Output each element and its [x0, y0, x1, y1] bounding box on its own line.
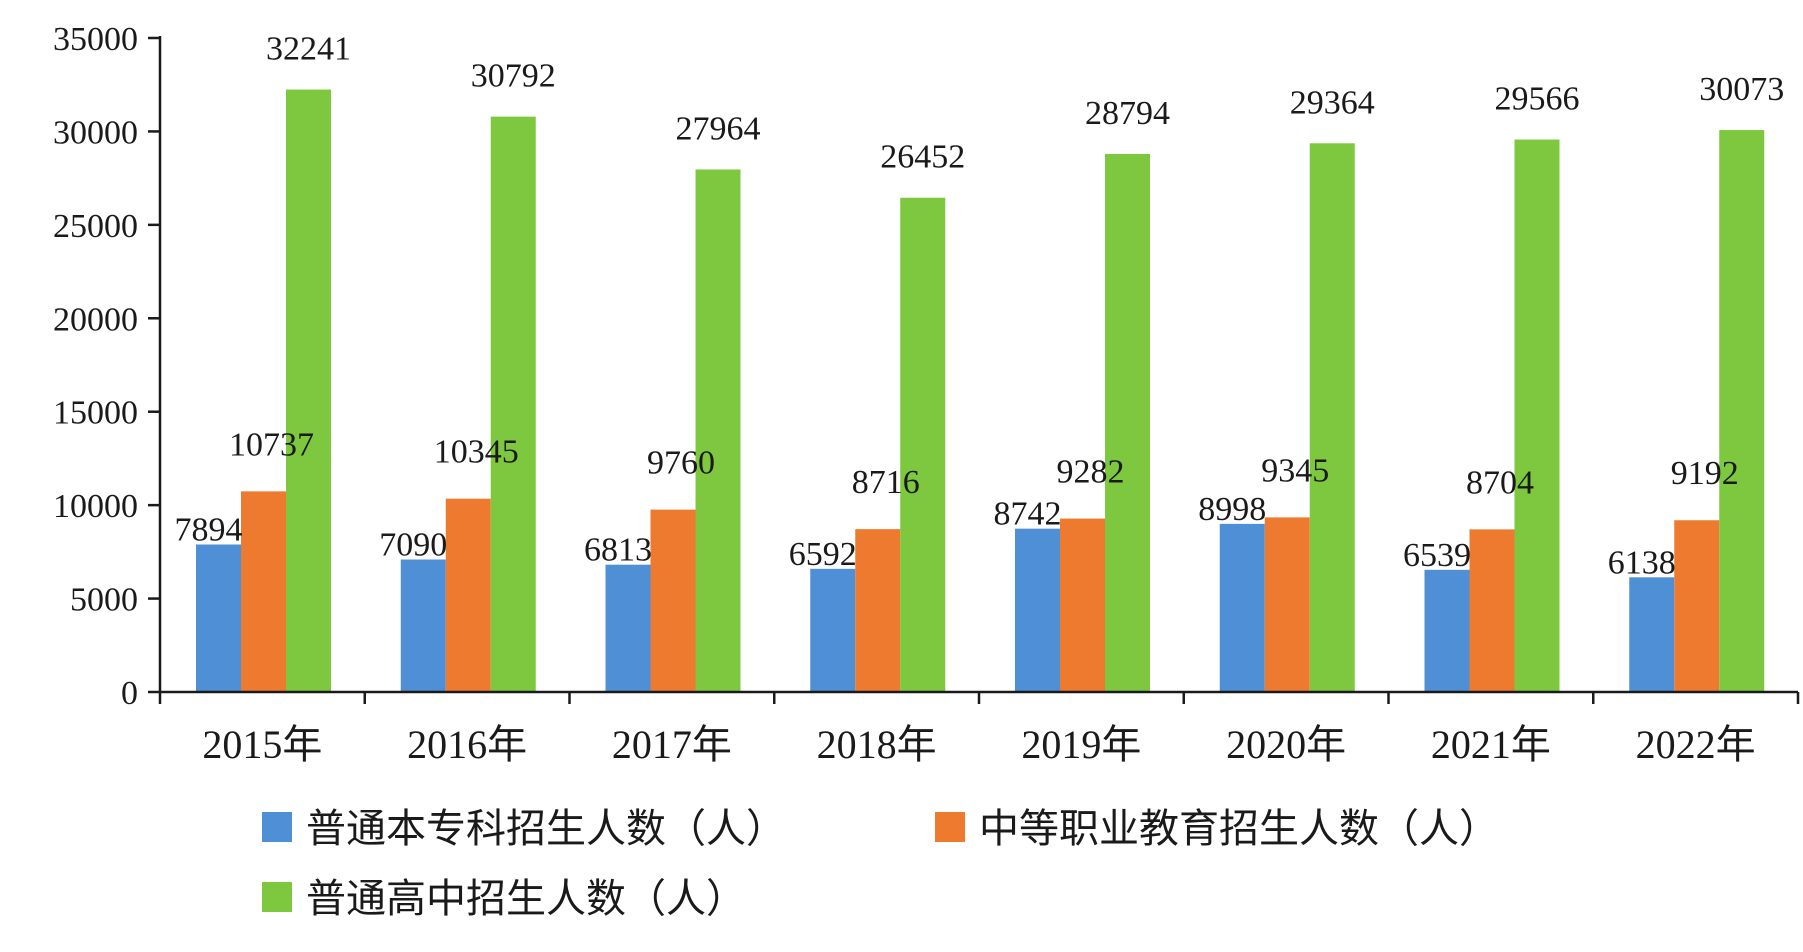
- y-tick-label: 25000: [53, 208, 138, 245]
- data-label-2-2019年: 9282: [1057, 454, 1125, 491]
- data-label-2-2016年: 10345: [434, 434, 519, 471]
- x-tick-label: 2022年: [1636, 722, 1756, 767]
- x-tick-label: 2021年: [1431, 722, 1551, 767]
- y-tick-label: 5000: [70, 582, 138, 619]
- x-tick-label: 2020年: [1226, 722, 1346, 767]
- data-label-3-2022年: 30073: [1699, 71, 1784, 108]
- bar-1-2018年: [810, 568, 856, 692]
- legend-label-3: 普通高中招生人数（人）: [306, 876, 746, 922]
- bar-2-2016年: [445, 498, 491, 692]
- bar-2-2021年: [1469, 529, 1515, 692]
- bar-3-2017年: [695, 169, 741, 693]
- bar-2-2022年: [1674, 520, 1720, 692]
- data-label-1-2022年: 6138: [1608, 544, 1676, 581]
- data-label-1-2017年: 6813: [584, 532, 652, 569]
- bar-1-2017年: [605, 564, 651, 692]
- legend-swatch-1: [262, 812, 292, 842]
- x-tick-label: 2017年: [612, 722, 732, 767]
- bar-1-2015年: [196, 544, 241, 692]
- bar-2-2015年: [241, 491, 286, 692]
- data-label-3-2019年: 28794: [1085, 95, 1170, 132]
- data-label-2-2018年: 8716: [852, 464, 920, 501]
- x-tick-label: 2015年: [202, 722, 322, 767]
- legend-swatch-3: [262, 882, 292, 912]
- data-label-3-2021年: 29566: [1495, 81, 1580, 118]
- data-label-3-2020年: 29364: [1290, 84, 1375, 121]
- bar-1-2022年: [1629, 577, 1675, 692]
- data-label-3-2018年: 26452: [880, 139, 965, 176]
- x-tick-label: 2018年: [817, 722, 937, 767]
- y-tick-label: 20000: [53, 301, 138, 338]
- bar-3-2015年: [286, 89, 331, 692]
- bar-1-2020年: [1219, 523, 1265, 692]
- legend: 普通本专科招生人数（人） 中等职业教育招生人数（人） 普通高中招生人数（人）: [262, 806, 1499, 922]
- legend-label-2: 中等职业教育招生人数（人）: [979, 806, 1499, 852]
- bar-2-2020年: [1264, 517, 1310, 692]
- bar-2-2017年: [650, 509, 696, 692]
- data-label-1-2019年: 8742: [994, 496, 1062, 533]
- legend-swatch-2: [935, 812, 965, 842]
- bar-3-2018年: [900, 197, 946, 693]
- bar-3-2016年: [490, 116, 536, 692]
- data-label-2-2021年: 8704: [1466, 464, 1534, 501]
- bar-2-2018年: [855, 529, 901, 692]
- data-label-1-2015年: 7894: [175, 511, 243, 548]
- data-label-1-2020年: 8998: [1198, 491, 1266, 528]
- data-label-1-2018年: 6592: [789, 536, 857, 573]
- bar-3-2021年: [1514, 139, 1560, 692]
- bar-3-2022年: [1719, 130, 1765, 692]
- data-label-2-2017年: 9760: [647, 445, 715, 482]
- bars-layer: [196, 89, 1765, 693]
- bar-1-2019年: [1015, 528, 1060, 692]
- data-label-1-2016年: 7090: [379, 527, 447, 564]
- legend-label-1: 普通本专科招生人数（人）: [306, 806, 786, 852]
- bar-1-2021年: [1424, 569, 1470, 692]
- x-tick-label: 2016年: [407, 722, 527, 767]
- data-label-2-2022年: 9192: [1671, 455, 1739, 492]
- data-label-3-2016年: 30792: [471, 58, 556, 95]
- y-tick-label: 30000: [53, 114, 138, 151]
- bar-2-2019年: [1060, 518, 1105, 692]
- bar-3-2020年: [1309, 143, 1355, 692]
- y-tick-label: 0: [121, 675, 138, 712]
- x-tick-label: 2019年: [1021, 722, 1141, 767]
- data-label-2-2015年: 10737: [229, 426, 314, 463]
- bar-1-2016年: [400, 559, 446, 692]
- bar-3-2019年: [1105, 153, 1150, 692]
- y-tick-label: 15000: [53, 395, 138, 432]
- data-label-2-2020年: 9345: [1261, 452, 1329, 489]
- value-labels-layer: 7894 10737 32241 7090 10345 30792 6813 9760 2796…: [175, 31, 1785, 582]
- data-label-3-2015年: 32241: [266, 31, 351, 68]
- data-label-1-2021年: 6539: [1403, 537, 1471, 574]
- y-tick-label: 35000: [53, 21, 138, 58]
- axes-layer: 0 5000 10000 15000 20000 25000 30000 35000 2015年…: [53, 21, 1800, 767]
- y-tick-label: 10000: [53, 488, 138, 525]
- data-label-3-2017年: 27964: [676, 110, 761, 147]
